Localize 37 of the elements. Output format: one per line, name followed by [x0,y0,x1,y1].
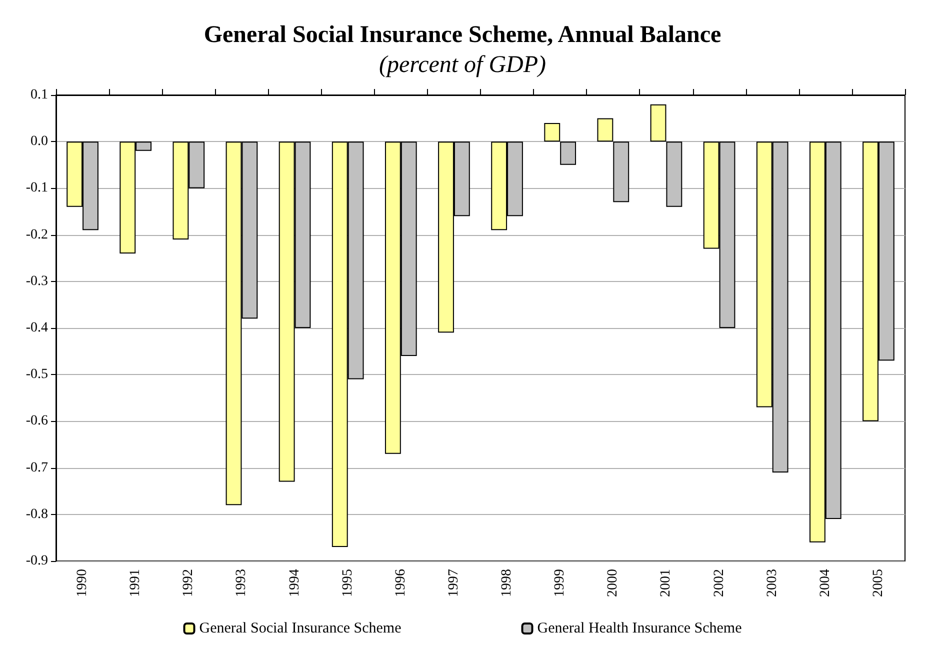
bar [560,142,576,165]
legend-label: General Health Insurance Scheme [537,620,742,636]
bar [650,104,666,142]
x-tick-label: 2000 [606,569,621,597]
chart-title: General Social Insurance Scheme, Annual Balance [204,22,722,48]
x-tick-label: 2003 [764,569,780,597]
x-tick-label: 1992 [181,569,196,597]
chart-subtitle: (percent of GDP) [378,52,546,78]
y-tick-label: -0.8 [26,506,48,522]
x-tick-label: 1996 [393,569,408,597]
y-tick-label: -0.9 [26,554,48,568]
y-tick-label: -0.1 [26,180,48,196]
bar [544,122,560,142]
bar [666,142,682,207]
y-tick-label: -0.5 [26,367,48,382]
y-tick-label: 0.1 [30,88,48,102]
y-tick-label: -0.7 [26,460,48,476]
x-tick-label: 1999 [552,569,568,597]
x-tick-label: 1997 [446,569,462,597]
x-tick-label: 1993 [234,569,250,597]
y-tick-label: -0.6 [26,414,48,429]
x-tick-label: 2001 [658,569,674,597]
bar [597,118,614,142]
x-tick-label: 2002 [712,569,727,597]
x-tick-label: 1991 [128,569,144,597]
y-tick-label: 0.0 [30,134,48,150]
x-tick-label: 1998 [500,569,515,597]
bar [613,142,630,202]
x-tick-label: 1994 [287,569,302,597]
x-tick-label: 2005 [870,569,886,597]
y-tick-label: -0.2 [26,227,48,242]
x-tick-label: 1990 [75,569,90,597]
y-tick-label: -0.3 [26,274,48,289]
legend-label: General Social Insurance Scheme [199,620,402,636]
x-tick-label: 1995 [340,569,356,597]
x-tick-label: 2004 [818,569,833,597]
y-tick-label: -0.4 [26,320,48,336]
